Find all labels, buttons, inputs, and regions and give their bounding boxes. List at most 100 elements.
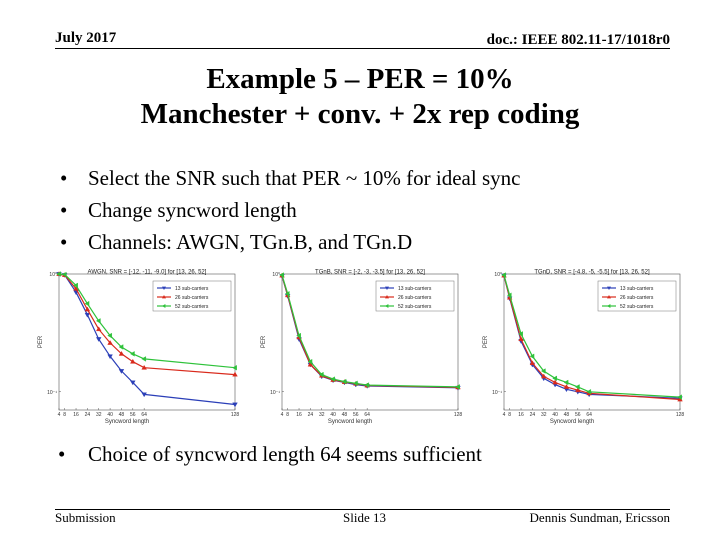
per-plot-tgnd: TGnD, SNR = [-4.8, -5, -5.5] for [13, 26…	[480, 268, 685, 433]
x-tick-label: 8	[286, 412, 289, 418]
bullet-list: • Select the SNR such that PER ~ 10% for …	[58, 162, 520, 258]
data-point-marker	[540, 368, 546, 374]
x-tick-label: 16	[296, 412, 302, 418]
data-point-marker	[330, 376, 335, 382]
data-point-marker	[563, 379, 569, 386]
legend-marker	[385, 304, 389, 308]
header-rule	[55, 48, 670, 49]
data-point-marker	[73, 282, 78, 289]
series-line	[503, 274, 681, 398]
header-date: July 2017	[55, 30, 117, 46]
data-point-marker	[540, 373, 547, 379]
legend-entry: 26 sub-carriers	[398, 295, 432, 301]
footer-author: Dennis Sundman, Ericsson	[529, 510, 670, 525]
conclusion-bullet: • Choice of syncword length 64 seems suff…	[58, 438, 482, 470]
y-axis-label: PER	[38, 335, 44, 348]
per-plot-awgn: AWGN, SNR = [-12, -11, -9.0] for [13, 26…	[35, 268, 240, 433]
y-axis-label: PER	[483, 335, 489, 348]
data-point-marker	[563, 384, 570, 389]
bullet-dot-icon: •	[58, 442, 66, 466]
y-tick-label: 10⁰	[494, 272, 502, 278]
data-point-marker	[501, 272, 506, 278]
data-point-marker	[232, 364, 237, 371]
x-tick-label: 24	[85, 412, 91, 418]
legend-marker	[607, 304, 611, 308]
bullet-dot-icon: •	[60, 230, 68, 254]
data-point-marker	[529, 353, 535, 360]
slide-title-line-2: Manchester + conv. + 2x rep coding	[140, 98, 580, 130]
legend-marker	[607, 295, 611, 299]
legend-marker	[162, 286, 166, 290]
x-tick-label: 32	[319, 412, 325, 418]
plot-title: TGnB, SNR = [-2, -3, -3.5] for [13, 26, …	[315, 270, 425, 276]
series-line	[281, 274, 459, 388]
data-point-marker	[84, 312, 91, 318]
series-line	[58, 273, 236, 369]
legend-entry: 26 sub-carriers	[175, 295, 209, 301]
x-tick-label: 128	[454, 412, 463, 418]
data-point-marker	[118, 369, 125, 374]
x-tick-label: 64	[586, 412, 592, 418]
data-point-marker	[130, 351, 135, 357]
y-tick-label: 10⁻¹	[492, 390, 502, 396]
data-point-marker	[341, 378, 347, 385]
data-point-marker	[141, 364, 147, 370]
legend-box	[152, 280, 232, 312]
data-point-marker	[552, 379, 558, 385]
x-tick-label: 56	[130, 412, 136, 418]
data-point-marker	[84, 300, 90, 307]
data-point-marker	[307, 358, 313, 365]
data-point-marker	[529, 360, 536, 366]
x-tick-label: 24	[530, 412, 536, 418]
x-tick-label: 4	[58, 412, 61, 418]
footer-submission: Submission	[55, 510, 116, 525]
y-tick-label: 10⁰	[49, 272, 57, 278]
legend-marker	[607, 286, 611, 290]
bullet-dot-icon: •	[60, 198, 68, 222]
data-point-marker	[318, 371, 324, 378]
data-point-marker	[107, 332, 112, 339]
x-tick-label: 64	[364, 412, 370, 418]
x-tick-label: 8	[508, 412, 511, 418]
x-tick-label: 32	[541, 412, 547, 418]
data-point-marker	[455, 384, 460, 390]
x-tick-label: 56	[353, 412, 359, 418]
bullet-item: • Channels: AWGN, TGn.B, and TGn.D	[58, 226, 520, 258]
x-tick-label: 48	[564, 412, 570, 418]
y-tick-label: 10⁻¹	[47, 390, 57, 396]
x-axis-label: Syncword length	[105, 419, 149, 425]
per-plot-tgnb: TGnB, SNR = [-2, -3, -3.5] for [13, 26, …	[258, 268, 463, 433]
x-axis-label: Syncword length	[550, 419, 594, 425]
slide-title: Example 5 – PER = 10% Manchester + conv.…	[60, 62, 660, 132]
data-point-marker	[130, 380, 136, 386]
data-point-marker	[232, 402, 238, 408]
data-point-marker	[586, 389, 592, 395]
data-point-marker	[130, 358, 136, 364]
legend-entry: 13 sub-carriers	[620, 286, 654, 292]
data-point-marker	[575, 387, 581, 393]
series-line	[503, 275, 681, 401]
x-tick-label: 40	[330, 412, 336, 418]
x-tick-label: 4	[503, 412, 506, 418]
x-tick-label: 24	[308, 412, 314, 418]
x-tick-label: 40	[107, 412, 113, 418]
data-point-marker	[364, 382, 370, 388]
plot-title: TGnD, SNR = [-4.8, -5, -5.5] for [13, 26…	[534, 270, 650, 276]
x-tick-label: 16	[518, 412, 524, 418]
x-tick-label: 128	[676, 412, 685, 418]
legend-entry: 52 sub-carriers	[620, 304, 654, 310]
data-point-marker	[141, 356, 147, 362]
series-line	[58, 273, 236, 406]
bullet-item: • Change syncword length	[58, 194, 520, 226]
slide-title-line-1: Example 5 – PER = 10%	[206, 63, 514, 95]
data-point-marker	[518, 336, 524, 341]
data-point-marker	[61, 271, 67, 278]
legend-entry: 52 sub-carriers	[175, 304, 209, 310]
y-axis-label: PER	[261, 335, 267, 348]
x-tick-label: 128	[231, 412, 240, 418]
data-point-marker	[552, 375, 557, 382]
x-tick-label: 48	[119, 412, 125, 418]
legend-marker	[162, 304, 166, 308]
header-doc-number: doc.: IEEE 802.11-17/1018r0	[486, 32, 670, 48]
legend-entry: 13 sub-carriers	[398, 286, 432, 292]
